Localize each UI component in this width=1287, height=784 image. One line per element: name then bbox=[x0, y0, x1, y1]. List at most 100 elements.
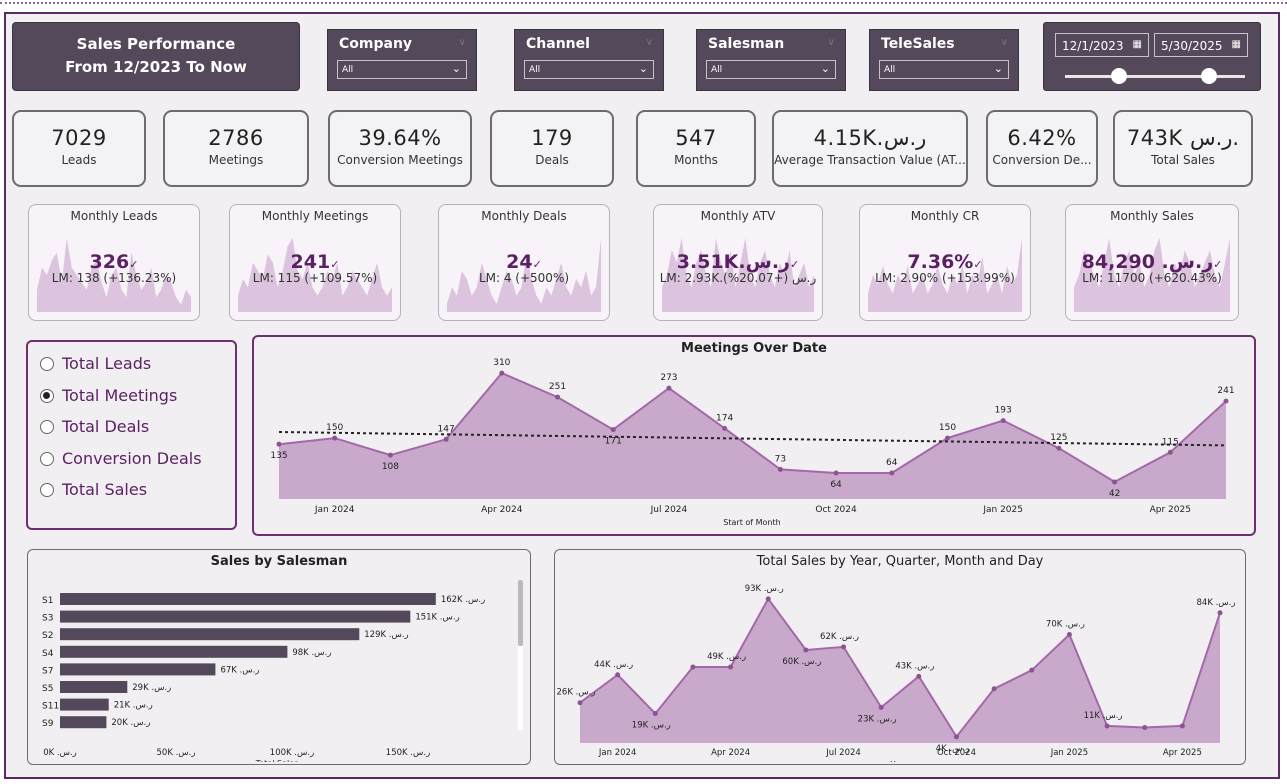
chevron-down-icon: ⌄ bbox=[993, 62, 1003, 75]
bar[interactable] bbox=[60, 610, 411, 623]
data-point[interactable] bbox=[803, 647, 809, 653]
data-point[interactable] bbox=[499, 370, 505, 376]
data-point[interactable] bbox=[1056, 445, 1062, 451]
data-point[interactable] bbox=[615, 672, 621, 678]
radio-button-icon[interactable] bbox=[40, 388, 54, 403]
bar[interactable] bbox=[60, 663, 216, 676]
data-point[interactable] bbox=[878, 704, 884, 710]
date-slider-start-handle[interactable] bbox=[1111, 68, 1127, 84]
bar-value-label: 162K .ر.س bbox=[441, 595, 485, 605]
y-tick-label: S11 bbox=[42, 702, 59, 712]
data-point[interactable] bbox=[777, 466, 783, 472]
telesales-dropdown[interactable]: All ⌄ bbox=[879, 60, 1009, 79]
sparkline-area bbox=[37, 238, 191, 312]
y-tick-label: S1 bbox=[42, 596, 53, 606]
chart-title: Sales by Salesman bbox=[210, 554, 348, 569]
data-point[interactable] bbox=[1167, 449, 1173, 455]
end-date-input[interactable]: 5/30/2025 ▦ bbox=[1154, 33, 1248, 57]
data-point[interactable] bbox=[991, 686, 997, 692]
radio-button-icon[interactable] bbox=[40, 483, 54, 497]
data-point[interactable] bbox=[722, 425, 728, 431]
data-point[interactable] bbox=[332, 435, 338, 441]
data-point[interactable] bbox=[1142, 725, 1148, 730]
data-point[interactable] bbox=[666, 385, 672, 391]
sales-by-salesman-chart: Sales by Salesman S1 162K .ر.س S3 151K .ر.س… bbox=[27, 549, 531, 765]
radio-button-icon[interactable] bbox=[40, 420, 54, 434]
company-dropdown[interactable]: All ⌄ bbox=[337, 60, 467, 79]
radio-button-icon[interactable] bbox=[40, 357, 54, 371]
data-point[interactable] bbox=[276, 441, 282, 447]
data-point[interactable] bbox=[1066, 632, 1072, 637]
data-point[interactable] bbox=[610, 427, 616, 433]
series-line bbox=[579, 596, 1221, 739]
data-label: 62K .ر.س bbox=[820, 632, 859, 642]
bar[interactable] bbox=[60, 681, 128, 693]
data-point[interactable] bbox=[1179, 723, 1185, 729]
calendar-icon[interactable]: ▦ bbox=[1132, 39, 1142, 50]
data-point[interactable] bbox=[916, 673, 922, 679]
monthly-card: Monthly ATV 3.51K.ر.س✓ LM: 2.93K.ر.س (+20.… bbox=[653, 204, 823, 321]
measure-option[interactable]: Conversion Deals bbox=[40, 449, 202, 471]
measure-option-label: Total Meetings bbox=[62, 385, 178, 405]
data-point[interactable] bbox=[765, 596, 771, 602]
x-tick-label: 150K .ر.س bbox=[386, 748, 430, 758]
last-month-comparison: LM: 115 (+109.57%) bbox=[252, 271, 378, 285]
data-point[interactable] bbox=[1029, 667, 1035, 673]
x-axis-label: Year bbox=[890, 760, 909, 762]
data-point[interactable] bbox=[555, 394, 561, 400]
x-tick-label: Apr 2025 bbox=[1150, 505, 1191, 515]
data-point[interactable] bbox=[1217, 610, 1223, 616]
data-point[interactable] bbox=[577, 700, 583, 706]
data-point[interactable] bbox=[1223, 398, 1229, 404]
salesman-slicer[interactable]: Salesman ∨ All ⌄ bbox=[696, 29, 846, 91]
y-tick-label: S2 bbox=[42, 631, 53, 641]
salesman-value: All bbox=[711, 65, 723, 75]
measure-option[interactable]: Total Leads bbox=[40, 354, 151, 376]
bar[interactable] bbox=[60, 645, 288, 658]
kpi-value: 743K ر.س. bbox=[1126, 126, 1240, 150]
bar-value-label: 151K .ر.س bbox=[415, 613, 459, 623]
data-point[interactable] bbox=[841, 644, 847, 650]
kpi-card: 179 Deals bbox=[490, 110, 614, 187]
channel-dropdown[interactable]: All ⌄ bbox=[524, 60, 654, 79]
title-line-1: Sales Performance bbox=[76, 35, 236, 53]
bar[interactable] bbox=[60, 716, 107, 729]
data-point[interactable] bbox=[944, 435, 950, 441]
company-slicer[interactable]: Company ∨ All ⌄ bbox=[327, 29, 477, 91]
measure-option[interactable]: Total Sales bbox=[40, 480, 147, 502]
start-date-input[interactable]: 12/1/2023 ▦ bbox=[1055, 33, 1149, 57]
data-point[interactable] bbox=[953, 734, 959, 740]
data-label: 174 bbox=[716, 413, 733, 423]
data-point[interactable] bbox=[443, 436, 449, 442]
radio-button-icon[interactable] bbox=[40, 451, 54, 466]
data-point[interactable] bbox=[690, 664, 696, 670]
telesales-slicer[interactable]: TeleSales ∨ All ⌄ bbox=[869, 29, 1019, 91]
chevron-down-icon: ∨ bbox=[827, 37, 835, 48]
data-point[interactable] bbox=[1104, 723, 1110, 729]
bar[interactable] bbox=[60, 698, 109, 711]
kpi-label: Conversion De... bbox=[992, 153, 1092, 167]
data-point[interactable] bbox=[1000, 418, 1006, 424]
salesman-bar-plot: S1 162K .ر.س S3 151K .ر.س S2 129K .ر.س S4 98K .… bbox=[42, 593, 485, 762]
scrollbar-track[interactable] bbox=[518, 580, 523, 730]
bar[interactable] bbox=[60, 628, 360, 641]
scrollbar-thumb[interactable] bbox=[518, 580, 523, 646]
monthly-card: Monthly Meetings 241✓ LM: 115 (+109.57%) bbox=[229, 204, 401, 321]
data-point[interactable] bbox=[728, 664, 734, 670]
data-label: 241 bbox=[1217, 386, 1234, 396]
data-point[interactable] bbox=[652, 711, 658, 717]
data-point[interactable] bbox=[889, 470, 895, 476]
chevron-down-icon: ∨ bbox=[458, 37, 466, 48]
measure-option[interactable]: Total Deals bbox=[40, 417, 149, 439]
data-point[interactable] bbox=[387, 452, 393, 458]
channel-slicer[interactable]: Channel ∨ All ⌄ bbox=[514, 29, 664, 91]
sparkline-area bbox=[238, 238, 392, 312]
calendar-icon[interactable]: ▦ bbox=[1231, 39, 1241, 50]
salesman-dropdown[interactable]: All ⌄ bbox=[706, 60, 836, 79]
bar[interactable] bbox=[60, 593, 436, 605]
measure-option[interactable]: Total Meetings bbox=[40, 386, 177, 408]
data-point[interactable] bbox=[1112, 479, 1118, 485]
date-slider-end-handle[interactable] bbox=[1201, 68, 1217, 84]
data-point[interactable] bbox=[833, 470, 839, 476]
kpi-card: 39.64% Conversion Meetings bbox=[328, 110, 472, 187]
